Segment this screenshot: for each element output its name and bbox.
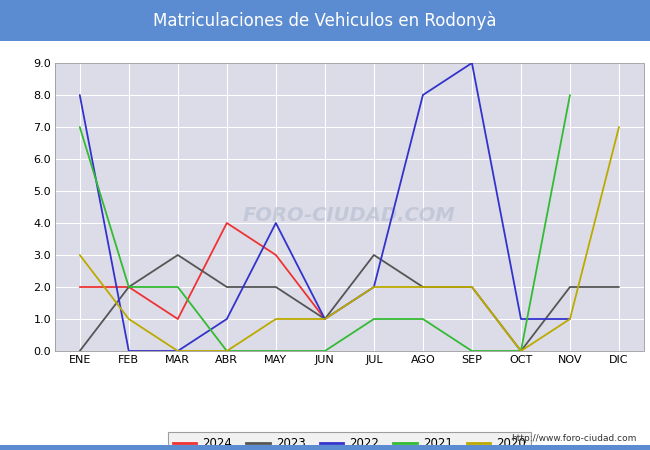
Text: http://www.foro-ciudad.com: http://www.foro-ciudad.com — [512, 434, 637, 443]
Text: Matriculaciones de Vehiculos en Rodonyà: Matriculaciones de Vehiculos en Rodonyà — [153, 11, 497, 30]
Legend: 2024, 2023, 2022, 2021, 2020: 2024, 2023, 2022, 2021, 2020 — [168, 432, 531, 450]
Text: FORO-CIUDAD.COM: FORO-CIUDAD.COM — [243, 206, 456, 225]
